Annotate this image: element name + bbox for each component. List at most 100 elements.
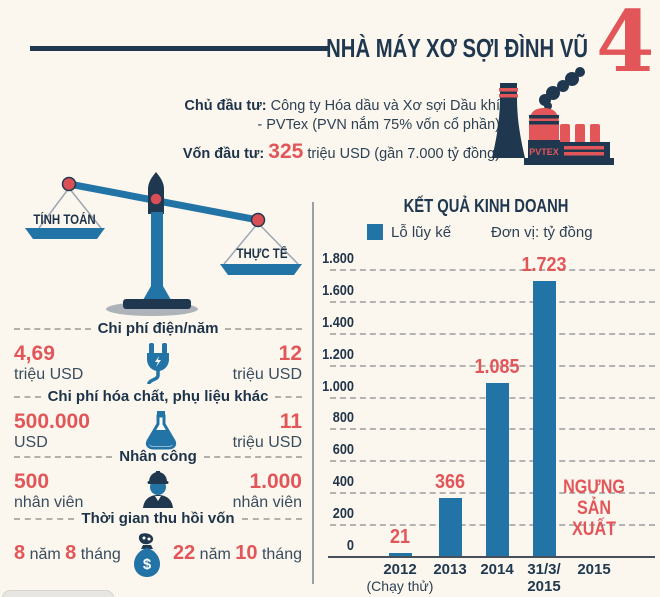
y-axis-tick-label: 0 bbox=[346, 537, 354, 554]
value-unit: nhân viên bbox=[232, 494, 302, 511]
x-axis-label: 2012 bbox=[383, 561, 417, 578]
y-axis-tick-label: 600 bbox=[332, 441, 354, 458]
bottom-tab bbox=[2, 590, 114, 597]
value-word: năm bbox=[199, 546, 231, 563]
divider-line bbox=[312, 202, 314, 584]
svg-text:$: $ bbox=[143, 556, 152, 573]
legend-label: Lỗ lũy kế bbox=[391, 224, 452, 241]
balance-scale-icon bbox=[25, 172, 302, 316]
y-axis-tick-label: 200 bbox=[332, 505, 354, 522]
gridline bbox=[330, 269, 655, 271]
gridline bbox=[330, 365, 655, 367]
value-word: năm bbox=[29, 546, 61, 563]
investor-line2: - PVTex (PVN nắm 75% vốn cổ phần) bbox=[257, 117, 500, 133]
dash-line bbox=[14, 456, 113, 458]
worker-icon bbox=[143, 471, 173, 508]
row-title: Nhân công bbox=[119, 448, 197, 465]
value-number: 11 bbox=[279, 410, 302, 433]
x-axis-label-line2: (Chạy thử) bbox=[366, 578, 434, 594]
capital-line: Vốn đầu tư: 325 triệu USD (gần 7.000 tỷ … bbox=[170, 140, 500, 164]
value-word: tháng bbox=[261, 546, 302, 563]
bar-value-label: 366 bbox=[434, 471, 466, 493]
value-unit: triệu USD bbox=[232, 434, 302, 451]
left-value: 4,69 triệu USD bbox=[14, 342, 83, 385]
value-unit: triệu USD bbox=[232, 366, 302, 383]
dash-line bbox=[241, 518, 302, 520]
row-separator: Chi phí điện/năm bbox=[14, 320, 302, 337]
comparison-row-electricity: Chi phí điện/năm 4,69 triệu USD 12 triệu… bbox=[14, 320, 302, 385]
left-value: 500.000 USD bbox=[14, 410, 90, 453]
row-separator: Nhân công bbox=[14, 448, 302, 465]
dash-line bbox=[14, 518, 75, 520]
investor-label: Chủ đầu tư: bbox=[184, 98, 267, 114]
x-axis-label: 2013 bbox=[433, 561, 467, 578]
capital-value: 325 bbox=[268, 140, 304, 163]
investor-line1: Chủ đầu tư: Công ty Hóa dầu và Xơ sợi Dầ… bbox=[170, 97, 500, 116]
y-axis-tick-label: 1.200 bbox=[322, 346, 354, 363]
flask-icon bbox=[146, 411, 177, 450]
investor-company: Công ty Hóa dầu và Xơ sợi Dầu khí bbox=[270, 98, 500, 114]
right-value: 12 triệu USD bbox=[233, 342, 302, 385]
dash-line bbox=[225, 328, 302, 330]
bar-value-label: 1.085 bbox=[474, 356, 520, 378]
x-axis-line bbox=[328, 556, 655, 558]
value-number: 500.000 bbox=[14, 410, 90, 433]
x-axis-label: 2014 bbox=[480, 561, 514, 578]
y-axis-tick-label: 400 bbox=[332, 473, 354, 490]
value-number: 500 bbox=[14, 470, 50, 493]
comparison-row-workforce: Nhân công 500 nhân viên 1.000 nhân viên bbox=[14, 448, 302, 513]
right-value: 22 năm 10 tháng bbox=[173, 542, 302, 565]
dash-line bbox=[275, 396, 303, 398]
bar bbox=[388, 553, 412, 556]
legend-swatch bbox=[367, 224, 383, 240]
gridline bbox=[330, 301, 655, 303]
value-number: 1.000 bbox=[249, 470, 302, 493]
right-value: 1.000 nhân viên bbox=[233, 470, 302, 513]
value-number: 4,69 bbox=[14, 342, 55, 365]
left-value: 500 nhân viên bbox=[14, 470, 83, 513]
y-axis-tick-label: 1.400 bbox=[322, 314, 354, 331]
value-number: 8 bbox=[65, 542, 77, 564]
scale-right-label: THỰC TẾ bbox=[236, 246, 288, 261]
capital-suffix: triệu USD (gần 7.000 tỷ đồng) bbox=[307, 146, 500, 162]
factory-icon: PVTEX bbox=[492, 67, 614, 165]
value-unit: nhân viên bbox=[14, 494, 84, 511]
value-unit: USD bbox=[14, 434, 48, 451]
chart-title: KẾT QUẢ KINH DOANH bbox=[403, 196, 569, 216]
bar-value-label: 21 bbox=[389, 526, 411, 548]
x-axis-label-line2: 2015 bbox=[527, 578, 561, 595]
dash-line bbox=[14, 396, 41, 398]
capital-label: Vốn đầu tư: bbox=[182, 146, 265, 162]
comparison-row-payback: Thời gian thu hồi vốn 8 năm 8 tháng $ 22… bbox=[14, 510, 302, 578]
factory-brand-label: PVTEX bbox=[529, 147, 559, 157]
investor-block: Chủ đầu tư: Công ty Hóa dầu và Xơ sợi Dầ… bbox=[170, 97, 500, 164]
right-value: 11 triệu USD bbox=[233, 410, 302, 453]
smoke-icon bbox=[539, 67, 585, 110]
bar bbox=[532, 281, 556, 556]
x-axis-label: 2015 bbox=[577, 561, 611, 578]
y-axis-tick-label: 1.000 bbox=[322, 378, 354, 395]
header-rule bbox=[30, 46, 330, 51]
left-value: 8 năm 8 tháng bbox=[14, 542, 121, 565]
gridline bbox=[330, 333, 655, 335]
y-axis-tick-label: 800 bbox=[332, 409, 354, 426]
y-axis-tick-label: 1.600 bbox=[322, 282, 354, 299]
money-bag-icon: $ bbox=[133, 533, 160, 577]
value-word: tháng bbox=[80, 546, 121, 563]
production-stopped-annotation: NGƯNG SẢN XUẤT bbox=[563, 477, 625, 540]
bar bbox=[485, 383, 509, 556]
value-number: 8 bbox=[14, 542, 26, 564]
bar bbox=[438, 498, 462, 556]
row-title: Chi phí điện/năm bbox=[97, 320, 219, 337]
value-number: 22 bbox=[172, 542, 196, 564]
bar-value-label: 1.723 bbox=[521, 254, 567, 276]
value-number: 10 bbox=[235, 542, 258, 564]
value-unit: triệu USD bbox=[14, 366, 84, 383]
chart-unit-note: Đơn vị: tỷ đồng bbox=[491, 224, 593, 241]
y-axis-tick-label: 1.800 bbox=[322, 250, 354, 267]
row-separator: Thời gian thu hồi vốn bbox=[14, 510, 302, 527]
row-title: Thời gian thu hồi vốn bbox=[81, 510, 235, 527]
row-separator: Chi phí hóa chất, phụ liệu khác bbox=[14, 388, 303, 405]
